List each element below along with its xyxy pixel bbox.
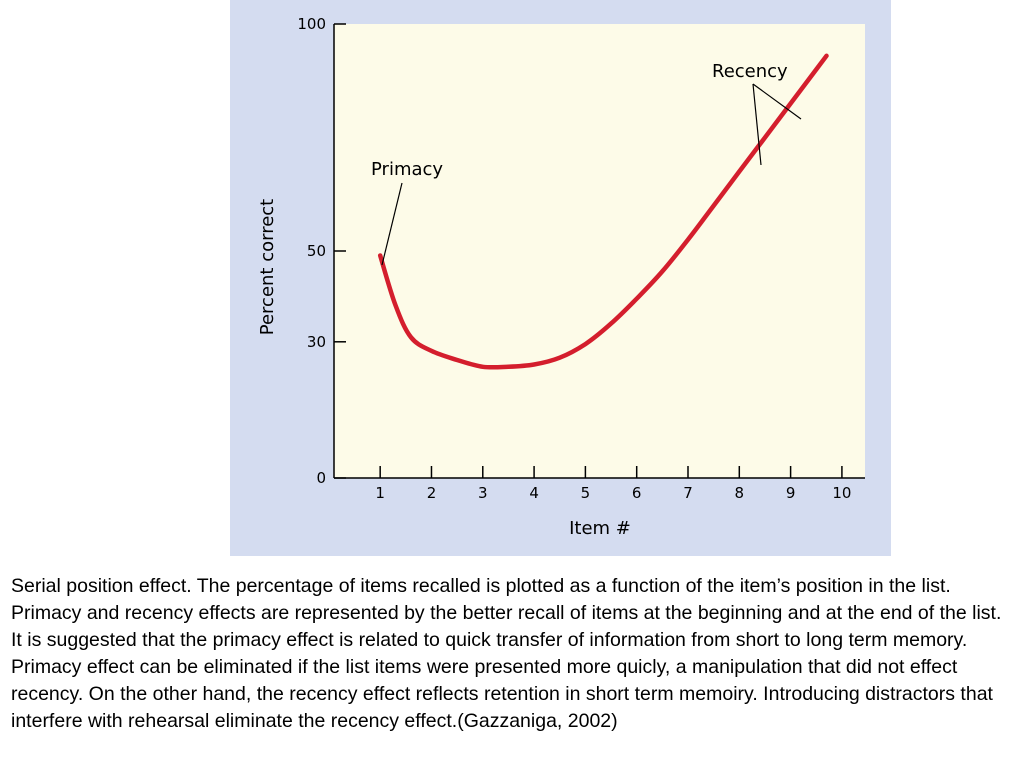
x-tick-label: 3 — [478, 484, 488, 502]
x-tick-label: 9 — [786, 484, 796, 502]
x-tick-label: 10 — [832, 484, 851, 502]
x-tick-label: 6 — [632, 484, 642, 502]
plot-area — [334, 24, 865, 478]
serial-position-chart: 0 30 50 100 1 2 3 4 5 6 7 8 9 10 Item # Percent correct… — [257, 15, 865, 539]
x-tick-label: 7 — [683, 484, 693, 502]
x-tick-label: 8 — [735, 484, 745, 502]
x-tick-label: 5 — [581, 484, 591, 502]
y-tick-label: 50 — [307, 242, 326, 260]
y-tick-label: 30 — [307, 333, 326, 351]
primacy-label: Primacy — [371, 159, 443, 180]
figure-caption: Serial position effect. The percentage o… — [11, 575, 1002, 732]
x-tick-label: 4 — [529, 484, 539, 502]
y-axis-title: Percent correct — [257, 199, 278, 335]
recency-label: Recency — [712, 61, 788, 82]
x-axis-title: Item # — [569, 518, 631, 539]
recency-pointer-1 — [752, 83, 762, 166]
recency-pointer-2 — [752, 83, 802, 120]
y-tick-label: 0 — [316, 469, 326, 487]
x-tick-label: 2 — [427, 484, 437, 502]
x-tick-label: 1 — [375, 484, 385, 502]
primacy-pointer — [381, 182, 403, 266]
serial-position-curve — [377, 53, 829, 370]
y-tick-label: 100 — [297, 15, 326, 33]
